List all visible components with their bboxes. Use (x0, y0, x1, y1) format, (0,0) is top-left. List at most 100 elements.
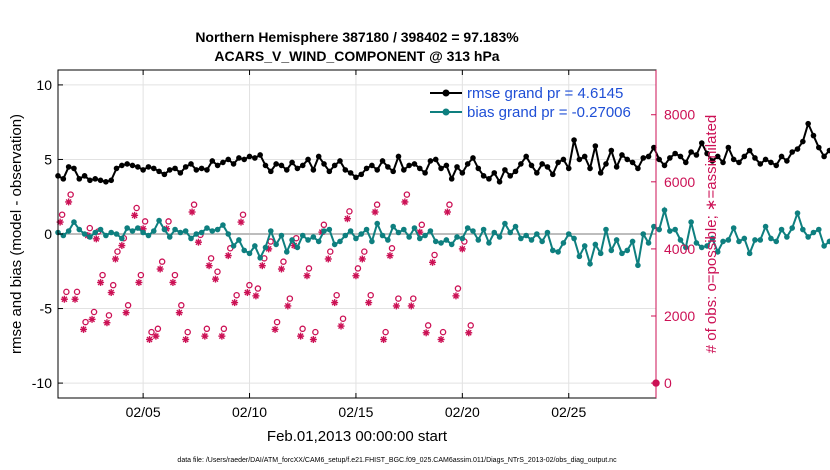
rmse-point (347, 170, 354, 176)
rmse-point (571, 137, 577, 143)
asterisk-stroke (372, 209, 379, 216)
rmse-point (523, 153, 529, 160)
obs-assimilated-marker (122, 309, 130, 317)
rmse-point (581, 153, 588, 160)
bias-point (720, 238, 726, 245)
rmse-point (124, 161, 130, 167)
asterisk-stroke (176, 309, 183, 316)
rmse-point (528, 162, 535, 169)
bias-point (518, 235, 524, 242)
obs-possible-marker (165, 218, 172, 225)
rmse-point (826, 147, 830, 154)
rmse-point (587, 165, 593, 172)
asterisk-stroke (365, 299, 372, 306)
rmse-point (310, 167, 317, 173)
obs-assimilated-marker (429, 258, 437, 266)
bias-point (672, 226, 678, 233)
bias-point (523, 232, 529, 239)
x-tick-label: 02/05 (126, 404, 161, 420)
bias-point (560, 240, 567, 246)
bias-point (768, 235, 774, 242)
bias-point (810, 229, 817, 236)
bias-point (358, 231, 365, 237)
rmse-point (145, 164, 152, 170)
bias-point (172, 226, 178, 233)
rmse-point (166, 167, 173, 173)
obs-possible-marker (90, 308, 98, 316)
rmse-point (464, 161, 471, 167)
asterisk-stroke (338, 323, 345, 330)
rmse-point (459, 170, 466, 176)
bias-point (629, 238, 636, 245)
asterisk-stroke (135, 279, 142, 286)
bias-point (597, 250, 604, 257)
rmse-point (736, 159, 742, 166)
bias-point (762, 223, 769, 230)
bias-point (353, 235, 359, 242)
obs-assimilated-marker (231, 299, 239, 307)
obs-possible-marker (73, 288, 81, 296)
obs-assimilated-marker (458, 245, 466, 253)
obs-possible-marker (190, 201, 198, 208)
rmse-point (321, 161, 327, 167)
asterisk-stroke (310, 336, 317, 343)
bias-point (129, 228, 136, 234)
rmse-point (103, 179, 109, 185)
obs-possible-marker (63, 288, 70, 296)
asterisk-stroke (218, 333, 225, 340)
obs-possible-marker (410, 295, 417, 302)
rmse-point (92, 176, 99, 182)
rmse-point (698, 140, 705, 146)
bias-point (448, 241, 455, 248)
legend-rmse-marker (442, 89, 450, 97)
rmse-point (395, 153, 402, 160)
bias-line (57, 206, 830, 268)
rmse-point (305, 156, 311, 163)
obs-assimilated-marker (324, 255, 332, 263)
asterisk-stroke (325, 255, 332, 262)
bias-point (198, 229, 205, 236)
bias-point (124, 225, 130, 231)
asterisk-stroke (408, 302, 415, 309)
rmse-point (369, 162, 375, 169)
rmse-point (241, 156, 248, 163)
obs-possible-marker (361, 248, 368, 255)
obs-assimilated-marker (103, 319, 111, 327)
rmse-point (76, 176, 83, 182)
obs-assimilated-marker (118, 242, 126, 250)
asterisk-stroke (212, 276, 219, 283)
bias-point (714, 249, 721, 255)
asterisk-stroke (123, 309, 130, 316)
bias-point (667, 228, 673, 234)
bias-point (784, 234, 790, 240)
bias-point (491, 229, 498, 236)
bias-point (565, 231, 572, 237)
bias-point (475, 237, 482, 243)
bias-point (273, 241, 279, 248)
bias-point (757, 237, 764, 243)
bias-point (635, 262, 641, 269)
bias-point (725, 237, 732, 243)
asterisk-stroke (108, 289, 115, 296)
y-tick-label-left: -5 (40, 301, 53, 317)
bias-point (385, 237, 391, 243)
asterisk-stroke (344, 215, 351, 222)
bias-point (539, 238, 545, 245)
bias-point (145, 232, 152, 239)
rmse-point (236, 155, 242, 161)
rmse-point (539, 161, 545, 167)
rmse-point (624, 156, 631, 163)
asterisk-stroke (238, 219, 245, 226)
obs-possible-marker (99, 271, 106, 279)
bias-point (92, 229, 99, 236)
bias-point (347, 228, 354, 234)
bias-point (688, 219, 694, 225)
bias-point (576, 253, 583, 260)
rmse-point (470, 155, 476, 161)
obs-possible-marker (382, 328, 389, 336)
rmse-point (816, 144, 822, 151)
asterisk-stroke (89, 316, 96, 323)
y-tick-label-right: 6000 (664, 174, 695, 190)
rmse-point (294, 165, 301, 172)
bias-point (709, 235, 716, 242)
